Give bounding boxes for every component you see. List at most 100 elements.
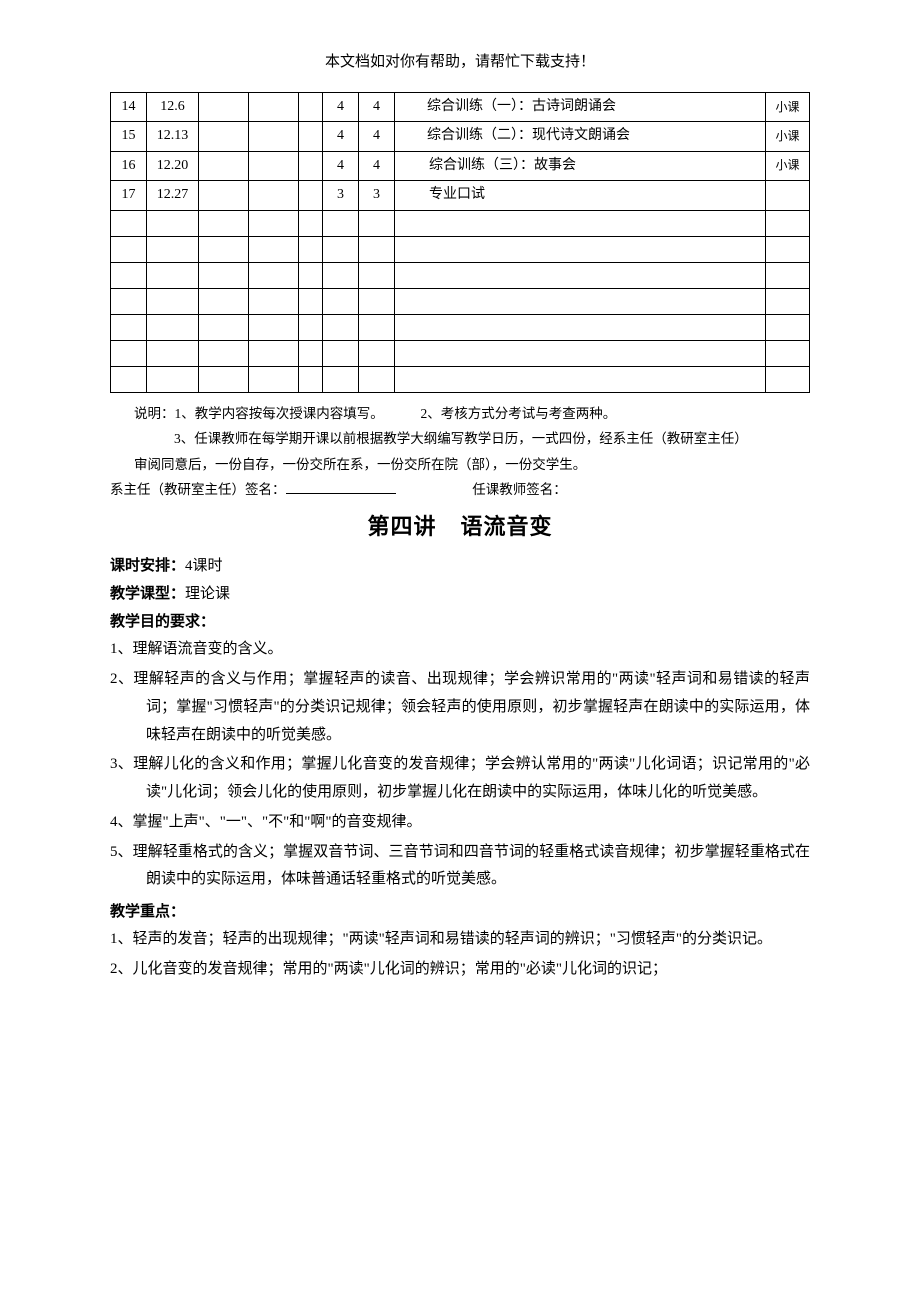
table-cell: 12.13: [147, 122, 199, 151]
table-cell: [395, 288, 766, 314]
table-row: [111, 210, 810, 236]
lecture-title-right: 语流音变: [461, 514, 553, 539]
table-cell: [323, 288, 359, 314]
table-cell: [249, 314, 299, 340]
table-cell: [359, 262, 395, 288]
table-cell: [111, 236, 147, 262]
table-row: [111, 236, 810, 262]
table-cell: [111, 288, 147, 314]
lecture-title: 第四讲语流音变: [110, 509, 810, 544]
table-cell: [299, 210, 323, 236]
table-row: [111, 340, 810, 366]
table-cell: [249, 210, 299, 236]
table-cell: 4: [323, 151, 359, 180]
keypoint-label: 教学重点：: [110, 904, 185, 920]
explain-1a: 说明：1、教学内容按每次授课内容填写。: [134, 406, 384, 421]
table-cell: [199, 262, 249, 288]
table-cell: 综合训练（二）：现代诗文朗诵会: [395, 122, 766, 151]
table-cell: [147, 236, 199, 262]
objective-item: 1、理解语流音变的含义。: [110, 636, 810, 664]
table-row: [111, 262, 810, 288]
table-cell: [323, 340, 359, 366]
explain-block: 说明：1、教学内容按每次授课内容填写。 2、考核方式分考试与考查两种。 3、任课…: [134, 401, 810, 478]
table-cell: 综合训练（三）：故事会: [395, 151, 766, 180]
schedule-label: 课时安排：: [110, 558, 185, 574]
table-cell: 12.20: [147, 151, 199, 180]
table-cell: [395, 262, 766, 288]
table-cell: [111, 210, 147, 236]
objective-heading: 教学目的要求：: [110, 610, 810, 634]
signature-line: 系主任（教研室主任）签名： 任课教师签名：: [110, 479, 810, 501]
table-cell: [359, 340, 395, 366]
table-cell: [199, 181, 249, 210]
table-cell: 4: [359, 122, 395, 151]
table-cell: [766, 236, 810, 262]
table-cell: [395, 366, 766, 392]
table-cell: 4: [359, 151, 395, 180]
table-cell: [323, 314, 359, 340]
table-cell: [766, 366, 810, 392]
schedule-table: 1412.644综合训练（一）：古诗词朗诵会小课1512.1344综合训练（二）…: [110, 92, 810, 393]
table-cell: [299, 93, 323, 122]
table-cell: [199, 340, 249, 366]
table-row: [111, 366, 810, 392]
table-cell: 15: [111, 122, 147, 151]
table-cell: [359, 210, 395, 236]
table-cell: [199, 288, 249, 314]
schedule-value: 4课时: [185, 558, 223, 574]
table-cell: [299, 262, 323, 288]
table-cell: [111, 262, 147, 288]
table-cell: 12.27: [147, 181, 199, 210]
table-cell: 16: [111, 151, 147, 180]
table-cell: [199, 122, 249, 151]
table-cell: [299, 340, 323, 366]
header-note: 本文档如对你有帮助，请帮忙下载支持！: [110, 50, 810, 74]
table-cell: [359, 288, 395, 314]
table-cell: [199, 210, 249, 236]
table-cell: [766, 340, 810, 366]
keypoints-list: 1、轻声的发音；轻声的出现规律；"两读"轻声词和易错读的轻声词的辨识；"习惯轻声…: [110, 926, 810, 984]
explain-line3: 审阅同意后，一份自存，一份交所在系，一份交所在院（部），一份交学生。: [134, 452, 810, 478]
table-row: 1612.2044综合训练（三）：故事会小课: [111, 151, 810, 180]
table-cell: [323, 210, 359, 236]
type-value: 理论课: [185, 586, 230, 602]
table-cell: 小课: [766, 151, 810, 180]
table-cell: [249, 93, 299, 122]
objective-item: 2、理解轻声的含义与作用；掌握轻声的读音、出现规律；学会辨识常用的"两读"轻声词…: [110, 666, 810, 749]
table-cell: [249, 288, 299, 314]
table-cell: [395, 236, 766, 262]
table-cell: [299, 181, 323, 210]
table-cell: [359, 314, 395, 340]
table-cell: [249, 262, 299, 288]
table-cell: [299, 151, 323, 180]
table-cell: [199, 366, 249, 392]
table-cell: [299, 288, 323, 314]
table-cell: [249, 181, 299, 210]
table-row: 1512.1344综合训练（二）：现代诗文朗诵会小课: [111, 122, 810, 151]
schedule-line: 课时安排：4课时: [110, 554, 810, 578]
table-cell: [147, 288, 199, 314]
table-cell: [766, 210, 810, 236]
table-cell: [323, 366, 359, 392]
explain-line1: 说明：1、教学内容按每次授课内容填写。 2、考核方式分考试与考查两种。: [134, 401, 810, 427]
table-cell: 4: [359, 93, 395, 122]
table-cell: [766, 288, 810, 314]
table-cell: [359, 366, 395, 392]
objective-label: 教学目的要求：: [110, 614, 215, 630]
table-cell: 12.6: [147, 93, 199, 122]
keypoint-item: 1、轻声的发音；轻声的出现规律；"两读"轻声词和易错读的轻声词的辨识；"习惯轻声…: [110, 926, 810, 954]
type-line: 教学课型：理论课: [110, 582, 810, 606]
table-cell: [199, 314, 249, 340]
table-row: [111, 288, 810, 314]
objective-item: 4、掌握"上声"、"一"、"不"和"啊"的音变规律。: [110, 809, 810, 837]
table-cell: 4: [323, 122, 359, 151]
objectives-list: 1、理解语流音变的含义。2、理解轻声的含义与作用；掌握轻声的读音、出现规律；学会…: [110, 636, 810, 894]
table-cell: 4: [323, 93, 359, 122]
table-cell: [766, 314, 810, 340]
explain-line2: 3、任课教师在每学期开课以前根据教学大纲编写教学日历，一式四份，经系主任（教研室…: [174, 426, 810, 452]
table-cell: 17: [111, 181, 147, 210]
table-cell: 综合训练（一）：古诗词朗诵会: [395, 93, 766, 122]
table-cell: [249, 340, 299, 366]
table-cell: [199, 236, 249, 262]
signature-left-blank: [286, 493, 396, 494]
